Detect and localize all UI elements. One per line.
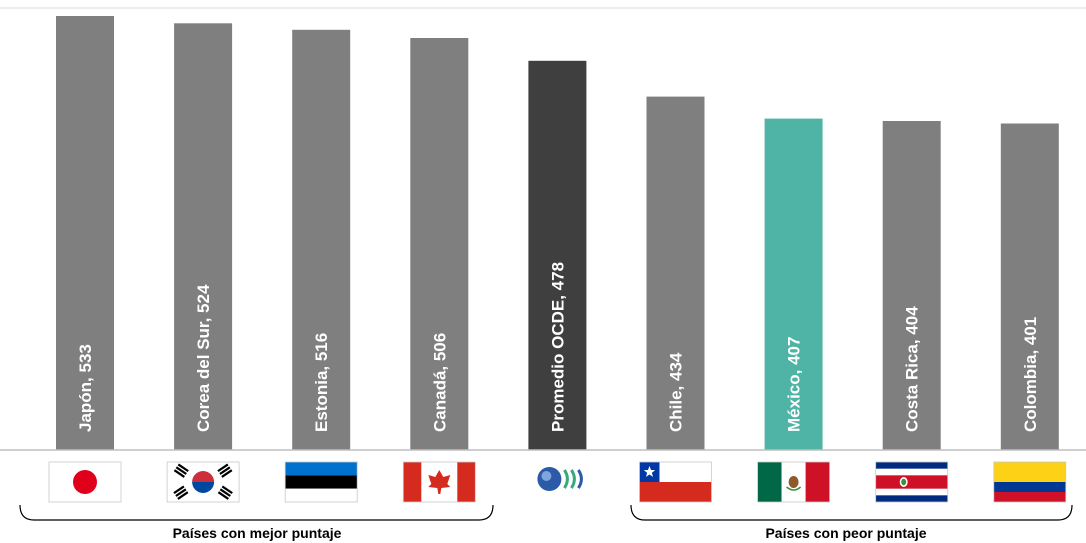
bars-group: Japón, 533 Corea del Sur, 524 Estonia, 516… — [56, 16, 1059, 451]
oecd-logo — [537, 467, 583, 491]
bar-chile — [646, 96, 705, 450]
bar-data-label: Corea del Sur, 524 — [194, 284, 213, 432]
canada-flag — [402, 461, 476, 503]
bar-data-label: México, 407 — [785, 337, 804, 432]
south-korea-flag — [166, 461, 240, 503]
bar-data-label: Costa Rica, 404 — [903, 306, 922, 432]
bar-data-label: Promedio OCDE, 478 — [548, 262, 567, 432]
bar-data-label: Canadá, 506 — [430, 333, 449, 432]
group-bracket — [19, 504, 494, 521]
costa-rica-flag — [875, 461, 949, 503]
bar-promedio-ocde — [528, 60, 587, 451]
bar-jap-n — [56, 16, 114, 450]
chile-flag — [639, 461, 712, 503]
group-label: Países con peor puntaje — [765, 525, 926, 541]
estonia-flag — [284, 461, 358, 503]
bar-data-label: Japón, 533 — [76, 344, 95, 432]
colombia-flag — [993, 461, 1067, 503]
group-brackets: Países con mejor puntaje Países con peor … — [19, 504, 1073, 541]
mexico-flag — [757, 461, 830, 503]
bar-canad- — [410, 38, 469, 450]
bar-colombia — [1000, 123, 1059, 450]
bar-data-label: Chile, 434 — [667, 352, 686, 432]
group-bracket — [630, 504, 1073, 521]
bar-data-label: Colombia, 401 — [1021, 317, 1040, 432]
bar-m-xico — [764, 118, 823, 450]
bar-corea-del-sur — [174, 23, 233, 451]
bar-estonia — [292, 29, 351, 451]
japan-flag — [48, 461, 122, 503]
bar-costa-rica — [882, 121, 941, 450]
bar-data-label: Estonia, 516 — [312, 333, 331, 432]
group-label: Países con mejor puntaje — [173, 525, 342, 541]
flags-group — [48, 461, 1067, 503]
